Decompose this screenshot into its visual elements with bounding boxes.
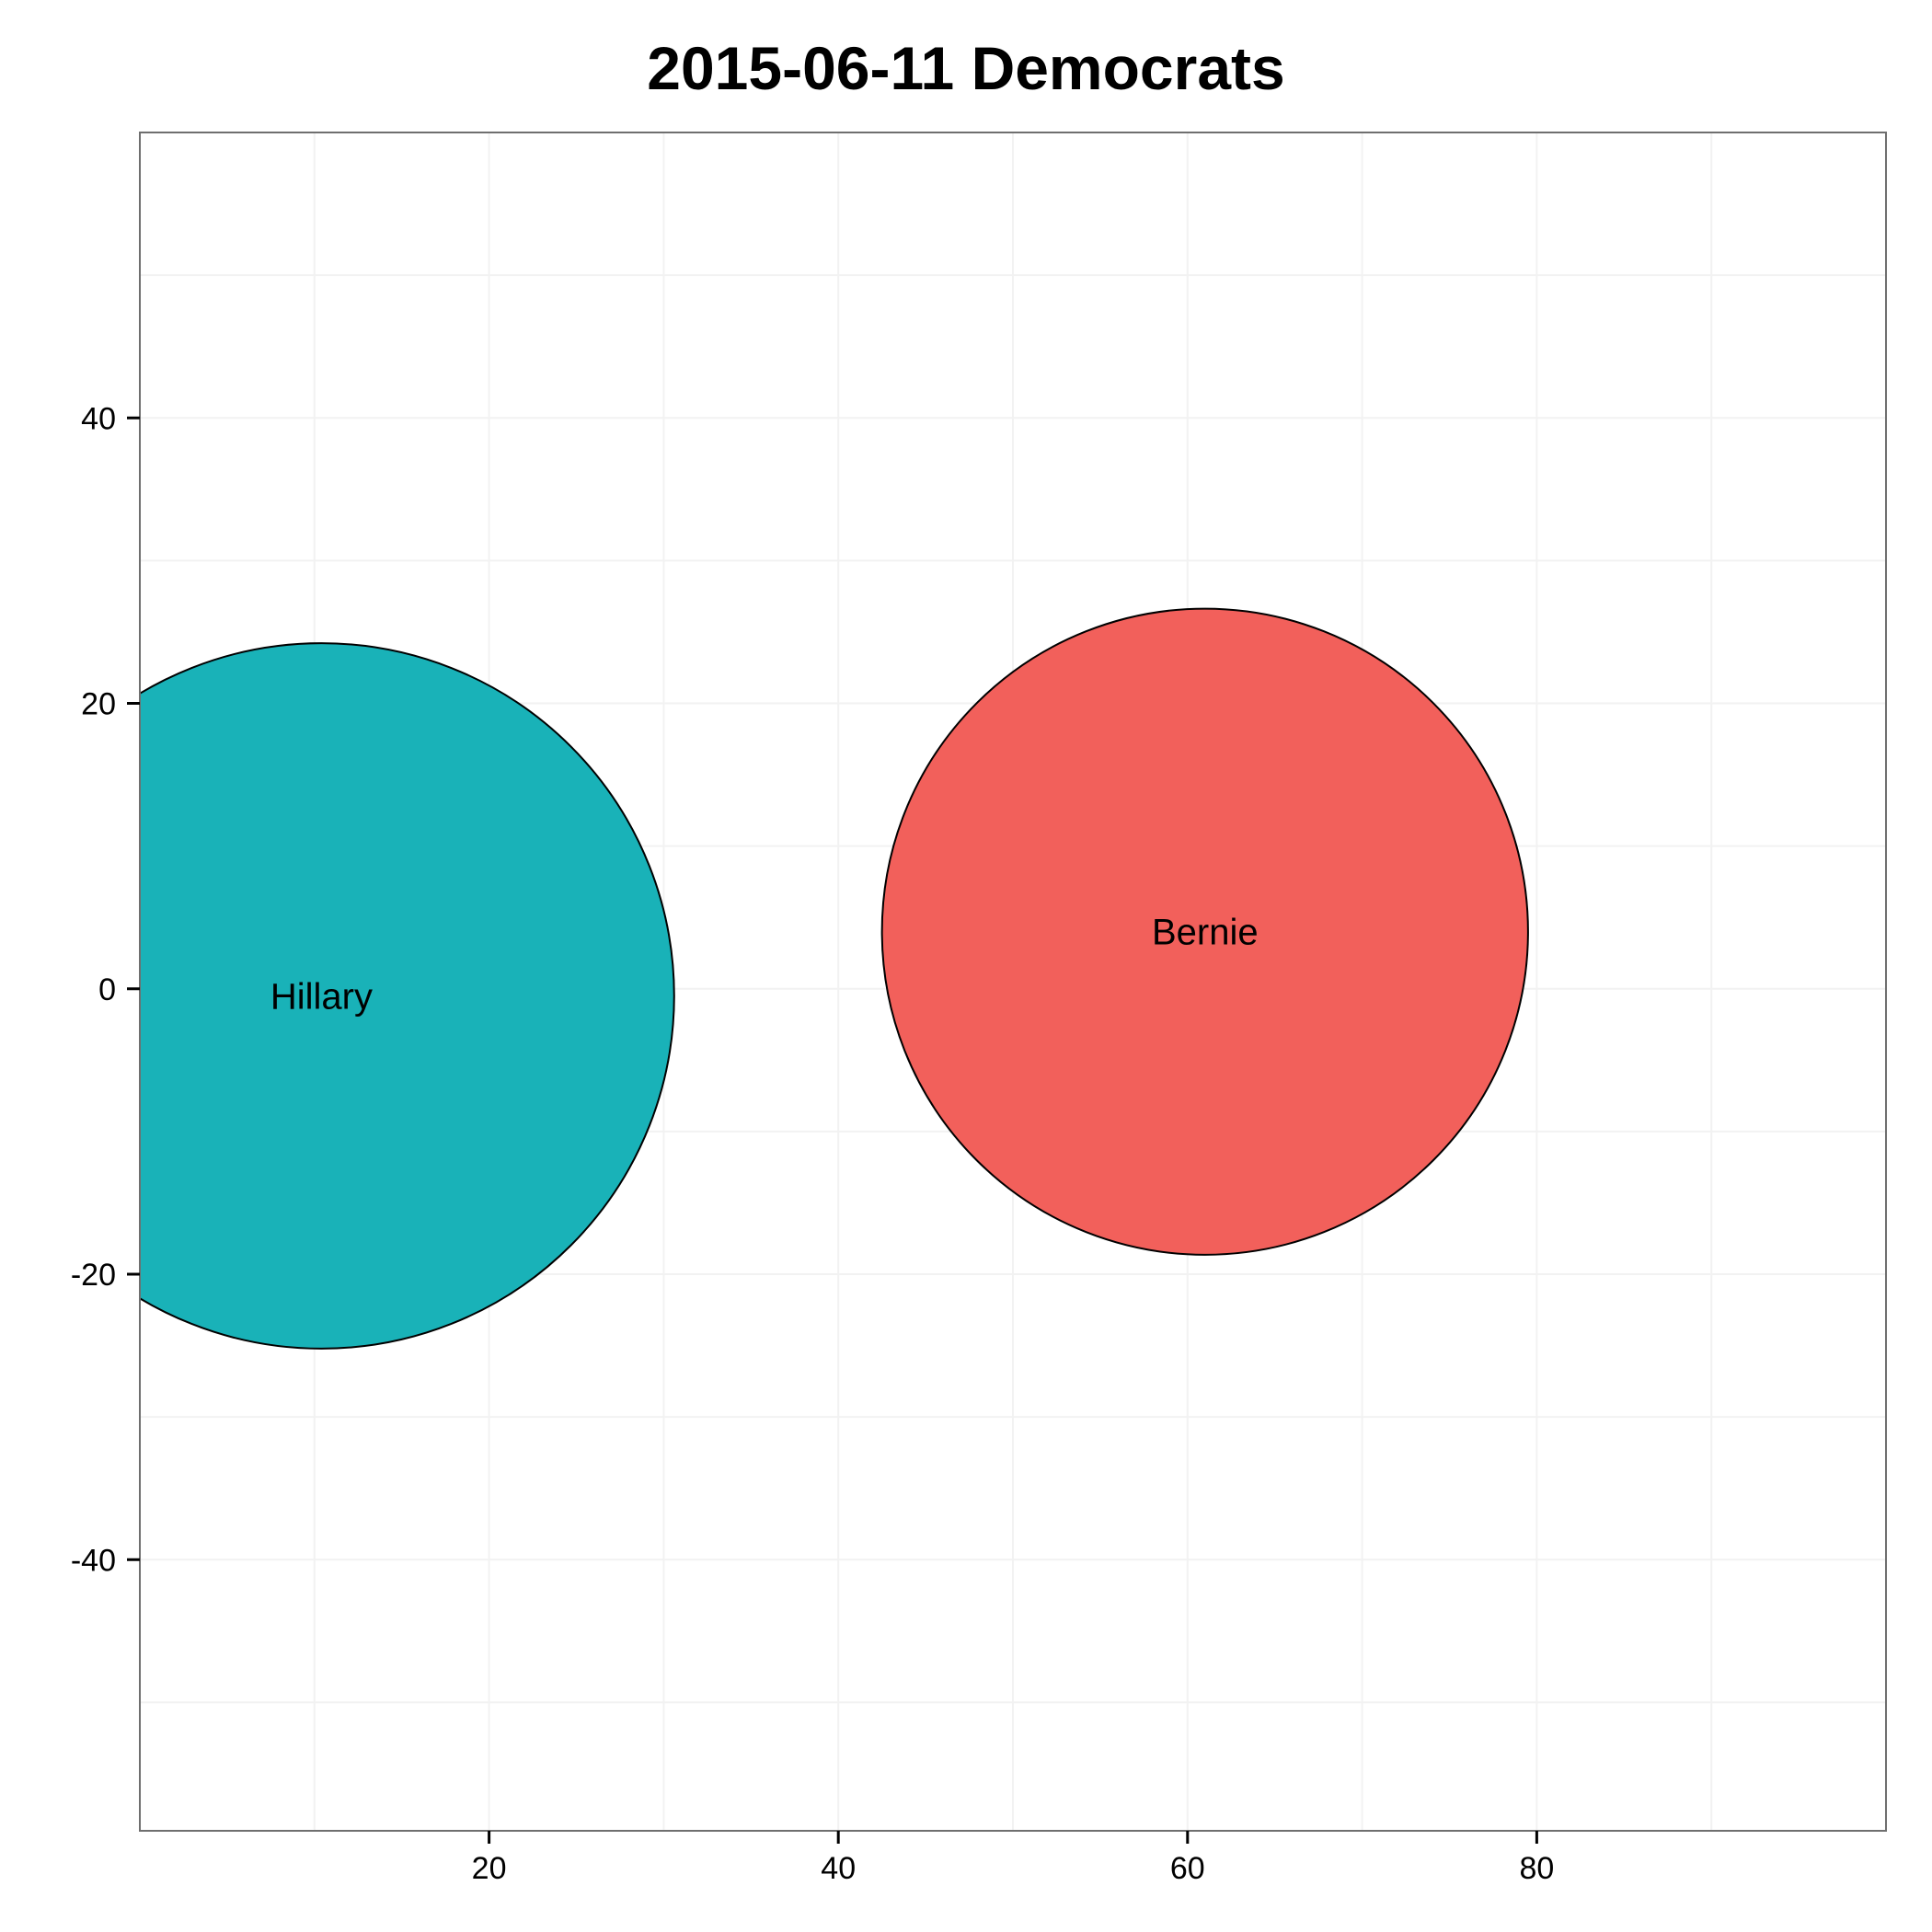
bubble-label: Hillary — [270, 977, 373, 1018]
chart-title: 2015-06-11 Democrats — [647, 34, 1285, 102]
x-tick-label: 40 — [821, 1851, 856, 1886]
bubbles: Hillary Bernie — [140, 607, 1529, 1350]
x-tick-label: 60 — [1170, 1851, 1205, 1886]
y-tick-label: 0 — [98, 972, 116, 1007]
y-tick-label: -40 — [71, 1543, 116, 1578]
bubble-label: Bernie — [1152, 913, 1259, 953]
x-tick-label: 80 — [1519, 1851, 1554, 1886]
y-tick-label: -20 — [71, 1258, 116, 1293]
y-axis: -40 -20 0 20 40 — [71, 401, 140, 1578]
x-tick-label: 20 — [472, 1851, 507, 1886]
y-tick-label: 20 — [81, 687, 116, 722]
bubble-bernie — [880, 607, 1529, 1256]
bubble-hillary — [140, 642, 675, 1350]
x-axis: 20 40 60 80 — [472, 1831, 1554, 1886]
y-tick-label: 40 — [81, 401, 116, 436]
plot-border — [139, 132, 1887, 1832]
